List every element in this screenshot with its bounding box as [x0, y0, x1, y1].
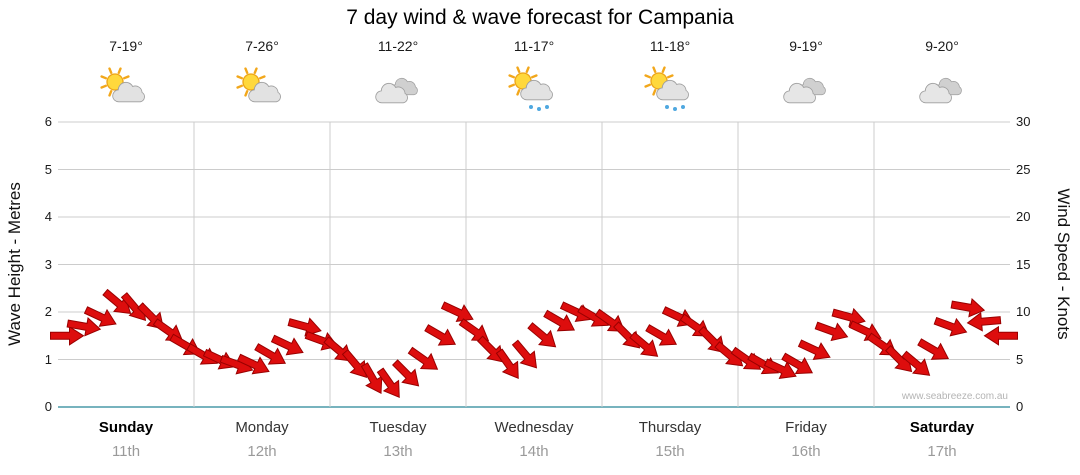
day-label: Saturday — [909, 419, 975, 436]
date-label: 14th — [519, 443, 549, 460]
wind-arrow — [341, 349, 368, 379]
left-axis-tick-label: 4 — [44, 209, 52, 224]
temperature-range: 11-22° — [377, 38, 419, 54]
weather-icon-sun-showers — [504, 66, 564, 112]
weather-icon-cloudy — [912, 66, 972, 112]
wind-arrow — [511, 339, 538, 369]
wind-arrow — [254, 343, 287, 365]
temperature-range: 7-19° — [109, 38, 143, 54]
wind-arrow — [407, 346, 439, 370]
right-axis-tick-label: 10 — [1016, 304, 1031, 319]
wind-arrow — [360, 362, 383, 395]
weather-icon-partly-sunny — [96, 66, 156, 112]
weather-icon — [508, 66, 553, 111]
date-label: 11th — [111, 443, 141, 460]
date-label: 12th — [247, 443, 277, 460]
date-label: 16th — [791, 443, 821, 460]
temperature-range: 11-18° — [649, 38, 691, 54]
weather-icon-cloudy — [368, 66, 428, 112]
weather-icon — [783, 77, 826, 104]
day-label: Friday — [785, 419, 827, 436]
cloud-icon — [919, 82, 952, 104]
temperature-range: 9-20° — [925, 38, 959, 54]
left-axis-tick-label: 6 — [44, 114, 52, 129]
wind-arrow — [629, 331, 659, 357]
right-axis-tick-label: 5 — [1016, 351, 1024, 367]
wind-arrow — [66, 316, 102, 337]
raindrops-icon — [665, 105, 685, 111]
wind-arrow — [950, 297, 986, 318]
wind-arrow — [102, 288, 132, 315]
day-label: Wednesday — [494, 419, 574, 436]
wind-arrow — [901, 350, 931, 376]
raindrops-icon — [529, 105, 549, 111]
cloud-icon — [656, 79, 689, 101]
date-label: 13th — [383, 443, 413, 460]
left-axis-tick-label: 2 — [44, 304, 52, 319]
left-axis-tick-label: 1 — [44, 351, 52, 367]
wind-arrow — [236, 353, 270, 375]
weather-icon-cloudy — [776, 66, 836, 112]
weather-icon — [375, 77, 418, 104]
temperature-range: 11-17° — [513, 38, 555, 54]
wind-arrow — [270, 334, 304, 356]
wind-arrow — [814, 321, 849, 342]
left-axis-tick-label: 5 — [44, 161, 52, 177]
cloud-icon — [375, 82, 408, 104]
wind-arrow — [50, 325, 85, 346]
day-label: Monday — [235, 419, 289, 436]
wind-arrow — [933, 316, 968, 337]
wind-arrow — [763, 358, 797, 380]
right-axis-tick-label: 0 — [1016, 399, 1024, 414]
left-axis-tick-label: 3 — [44, 256, 52, 272]
wind-arrow — [797, 339, 831, 361]
day-label: Sunday — [98, 419, 154, 436]
watermark: www.seabreeze.com.au — [901, 391, 1008, 402]
wind-arrow — [83, 306, 117, 327]
cloud-icon — [112, 81, 145, 103]
wind-arrow — [495, 348, 519, 379]
weather-icon — [644, 66, 689, 111]
weather-icon — [100, 67, 145, 103]
wind-arrow — [966, 311, 1002, 332]
wind-arrow — [477, 335, 505, 363]
wind-arrow — [645, 324, 678, 346]
date-label: 17th — [927, 443, 957, 460]
temperature-range: 9-19° — [789, 38, 823, 54]
wind-arrow — [527, 322, 557, 348]
cloud-icon — [520, 79, 553, 101]
wind-arrow — [376, 367, 400, 398]
temperature-range: 7-26° — [245, 38, 279, 54]
day-label: Tuesday — [369, 419, 427, 436]
wind-arrow — [781, 352, 814, 375]
weather-icon-partly-sunny — [232, 66, 292, 112]
date-label: 15th — [655, 443, 685, 460]
right-axis-tick-label: 15 — [1016, 256, 1031, 272]
right-axis-tick-label: 20 — [1016, 209, 1031, 224]
wind-arrow — [424, 324, 457, 346]
wind-arrow — [917, 338, 950, 360]
cloud-icon — [248, 81, 281, 103]
chart-title: 7 day wind & wave forecast for Campania — [346, 6, 734, 29]
wind-arrow — [543, 309, 576, 332]
day-label: Thursday — [638, 419, 702, 436]
right-axis-tick-label: 25 — [1016, 161, 1031, 177]
weather-icon — [919, 77, 962, 104]
weather-icon — [236, 67, 281, 103]
right-axis-tick-label: 30 — [1016, 114, 1031, 129]
wind-arrow — [392, 359, 420, 387]
cloud-icon — [783, 82, 816, 104]
left-axis-tick-label: 0 — [44, 399, 52, 414]
weather-icon-sun-showers — [640, 66, 700, 112]
wind-arrow — [983, 325, 1018, 346]
